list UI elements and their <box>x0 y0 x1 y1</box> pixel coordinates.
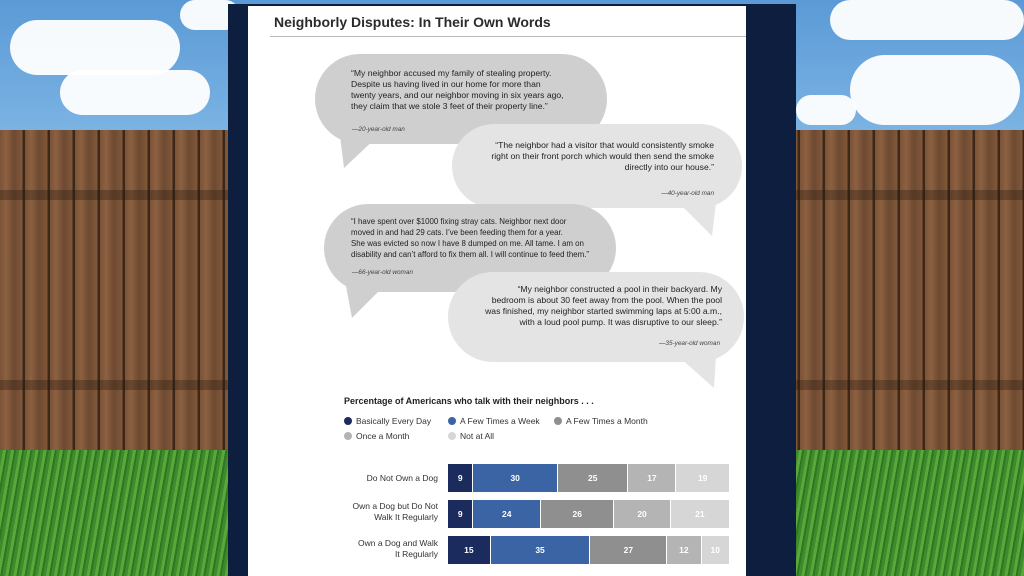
bar-segment: 17 <box>628 464 676 492</box>
bar-segment: 9 <box>448 500 473 528</box>
legend-swatch <box>554 417 562 425</box>
bar-segment: 30 <box>473 464 557 492</box>
speech-bubble <box>448 272 744 362</box>
title-divider <box>270 36 746 37</box>
bar-segment: 21 <box>670 500 729 528</box>
bar-value-label: 9 <box>457 509 463 519</box>
legend-item: Basically Every Day <box>344 416 431 426</box>
category-label-line: Do Not Own a Dog <box>366 473 438 483</box>
bar-segment: 24 <box>473 500 541 528</box>
quote-text: “My neighbor constructed a pool in their… <box>460 284 722 328</box>
cloud <box>796 95 856 125</box>
bar-segment: 26 <box>541 500 614 528</box>
legend-swatch <box>448 417 456 425</box>
cloud <box>830 0 1024 40</box>
bar-segment: 27 <box>590 536 667 564</box>
quote-text: “I have spent over $1000 fixing stray ca… <box>351 216 589 260</box>
quote-line: She was evicted so now I have 8 dumped o… <box>351 239 584 248</box>
legend-item: A Few Times a Month <box>554 416 648 426</box>
quote-line: disability and can’t afford to fix them … <box>351 250 590 259</box>
bar-segment: 25 <box>557 464 628 492</box>
quote-line: twenty years, and our neighbor moving in… <box>351 90 564 100</box>
quote-attribution: —35-year-old woman <box>659 340 720 347</box>
bar-segment: 9 <box>448 464 473 492</box>
bar-value-label: 10 <box>710 545 720 555</box>
category-label-line: Own a Dog but Do Not <box>352 501 438 511</box>
bar-segment: 10 <box>701 536 729 564</box>
bar-value-label: 12 <box>679 545 689 555</box>
bubble-tail <box>678 356 716 388</box>
quote-line: moved in and had 29 cats. I’ve been feed… <box>351 228 563 237</box>
bubble-tail <box>678 202 716 236</box>
legend-item: Not at All <box>448 431 494 441</box>
quote-line: bedroom is about 30 feet away from the p… <box>491 295 722 305</box>
category-label: Do Not Own a Dog <box>288 473 438 484</box>
legend-label: A Few Times a Month <box>566 416 648 426</box>
legend-label: Not at All <box>460 431 495 441</box>
legend-item: A Few Times a Week <box>448 416 540 426</box>
bar-value-label: 9 <box>457 473 463 483</box>
bar-value-label: 25 <box>587 473 598 483</box>
category-label-line: Walk It Regularly <box>374 512 438 522</box>
legend-swatch <box>344 417 352 425</box>
quote-text: “My neighbor accused my family of steali… <box>351 68 564 112</box>
bar-segment: 15 <box>448 536 490 564</box>
quote-line: “I have spent over $1000 fixing stray ca… <box>351 217 567 226</box>
bar-segment: 20 <box>614 500 670 528</box>
quote-line: with a loud pool pump. It was disruptive… <box>519 317 722 327</box>
quote-line: “My neighbor constructed a pool in their… <box>517 284 722 294</box>
legend-item: Once a Month <box>344 431 409 441</box>
legend-swatch <box>344 432 352 440</box>
quote-line: was finished, my neighbor started swimmi… <box>485 306 722 316</box>
bar-segment: 35 <box>490 536 590 564</box>
bar-value-label: 24 <box>501 509 512 519</box>
bar-value-label: 15 <box>464 545 474 555</box>
quote-line: Despite us having lived in our home for … <box>351 79 541 89</box>
category-label-line: Own a Dog and Walk <box>358 538 438 548</box>
bar-value-label: 20 <box>637 509 647 519</box>
speech-bubble <box>452 124 742 208</box>
chart-title: Percentage of Americans who talk with th… <box>344 396 594 406</box>
bubble-tail <box>346 286 384 318</box>
bar-value-label: 26 <box>572 509 582 519</box>
cloud <box>60 70 210 115</box>
quote-attribution: —40-year-old man <box>661 190 714 197</box>
cloud <box>10 20 180 75</box>
quote-attribution: —66-year-old woman <box>352 269 413 276</box>
quote-line: directly into our house.” <box>624 162 714 172</box>
document-sheet: Neighborly Disputes: In Their Own Words … <box>248 6 746 576</box>
legend-label: Basically Every Day <box>356 416 432 426</box>
bar-value-label: 17 <box>647 473 657 483</box>
bar-value-label: 19 <box>697 473 708 483</box>
bar-value-label: 30 <box>510 473 520 483</box>
quote-line: they claim that we stole 3 feet of their… <box>351 101 548 111</box>
document-title: Neighborly Disputes: In Their Own Words <box>274 14 551 30</box>
legend-label: A Few Times a Week <box>460 416 540 426</box>
legend-swatch <box>448 432 456 440</box>
bubble-tail <box>340 136 378 168</box>
category-label: Own a Dog but Do Not Walk It Regularly <box>288 501 438 523</box>
quote-attribution: —20-year-old man <box>352 126 405 133</box>
bar-segment: 12 <box>667 536 701 564</box>
bar-segment: 19 <box>676 464 729 492</box>
legend-label: Once a Month <box>356 431 410 441</box>
quote-line: right on their front porch which would t… <box>491 151 714 161</box>
category-label: Own a Dog and Walk It Regularly <box>288 538 438 560</box>
cloud <box>850 55 1020 125</box>
bar-value-label: 35 <box>535 545 545 555</box>
bar-value-label: 21 <box>695 509 705 519</box>
quote-text: “The neighbor had a visitor that would c… <box>474 140 714 173</box>
quote-line: “My neighbor accused my family of steali… <box>351 68 552 78</box>
quote-line: “The neighbor had a visitor that would c… <box>495 140 714 150</box>
bar-value-label: 27 <box>623 545 634 555</box>
category-label-line: It Regularly <box>395 549 438 559</box>
